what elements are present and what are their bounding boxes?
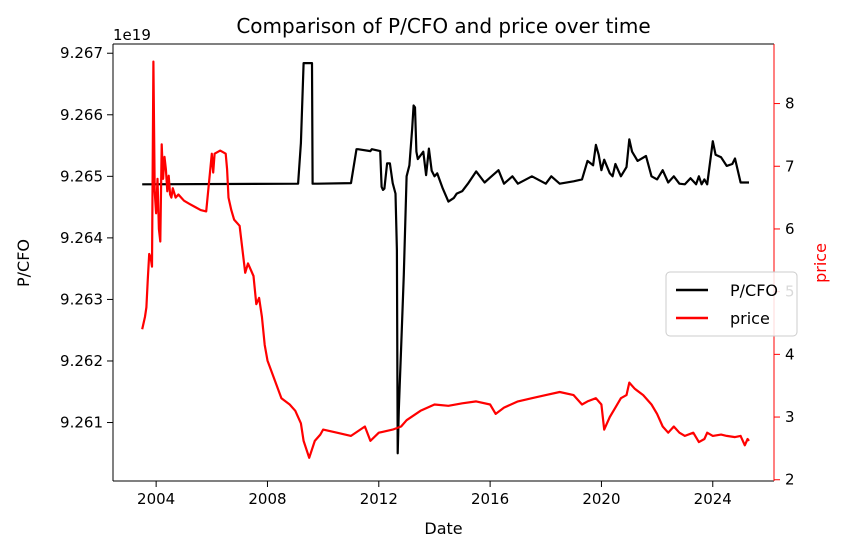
x-tick-label: 2020 — [582, 490, 620, 508]
series-line-price — [141, 60, 750, 459]
y-left-tick-label: 9.262 — [60, 352, 103, 370]
legend: P/CFO price — [665, 271, 798, 337]
y-left-offset-text: 1e19 — [113, 26, 151, 44]
x-tick-label: 2004 — [137, 490, 175, 508]
legend-frame — [665, 271, 798, 337]
y-left-tick-label: 9.264 — [60, 229, 103, 247]
chart-title: Comparison of P/CFO and price over time — [236, 14, 650, 38]
x-axis-label: Date — [424, 519, 462, 538]
y-right-tick-label: 4 — [785, 345, 795, 363]
legend-label-price: price — [730, 309, 770, 328]
y-left-tick-label: 9.266 — [60, 106, 103, 124]
x-tick-label: 2016 — [471, 490, 509, 508]
y-right-tick-label: 2 — [785, 471, 795, 489]
series-line-pcfo — [142, 61, 749, 455]
x-tick-label: 2008 — [248, 490, 286, 508]
y-left-axis-label: P/CFO — [14, 239, 33, 287]
x-tick-label: 2012 — [360, 490, 398, 508]
y-right-tick-label: 7 — [785, 157, 795, 175]
y-right-tick-label: 8 — [785, 95, 795, 113]
y-left-tick-label: 9.263 — [60, 290, 103, 308]
legend-label-pcfo: P/CFO — [730, 281, 778, 300]
y-right-tick-label: 3 — [785, 408, 795, 426]
y-left-tick-label: 9.261 — [60, 414, 103, 432]
y-right-tick-label: 6 — [785, 220, 795, 238]
y-left-tick-label: 9.267 — [60, 44, 103, 62]
y-left-tick-label: 9.265 — [60, 167, 103, 185]
x-tick-label: 2024 — [694, 490, 732, 508]
y-right-axis-label: price — [811, 243, 830, 283]
